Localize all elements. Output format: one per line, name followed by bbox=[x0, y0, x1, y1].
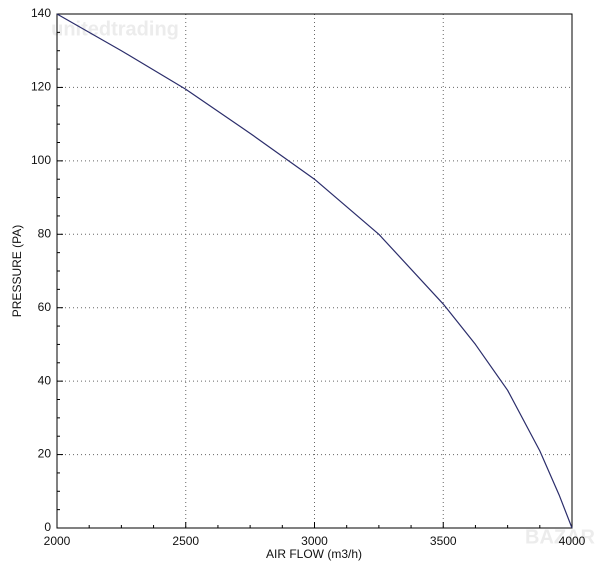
x-axis-label: AIR FLOW (m3/h) bbox=[266, 547, 362, 561]
y-tick-label: 20 bbox=[38, 447, 52, 461]
y-tick-label: 60 bbox=[38, 300, 52, 314]
y-tick-label: 120 bbox=[31, 80, 51, 94]
y-tick-label: 0 bbox=[44, 520, 51, 534]
x-tick-label: 4000 bbox=[559, 534, 586, 548]
watermark: unitedtrading bbox=[51, 18, 179, 40]
plot-frame bbox=[56, 13, 573, 529]
x-tick-label: 2000 bbox=[44, 534, 71, 548]
y-axis-label: PRESSURE (PA) bbox=[10, 225, 24, 317]
x-tick-label: 2500 bbox=[172, 534, 199, 548]
x-tick-label: 3500 bbox=[430, 534, 457, 548]
y-tick-label: 100 bbox=[31, 153, 51, 167]
y-tick-label: 80 bbox=[38, 226, 52, 240]
watermark: BAZAR bbox=[525, 526, 596, 548]
line bbox=[56, 13, 573, 529]
y-tick-label: 40 bbox=[38, 373, 52, 387]
x-tick-label: 3000 bbox=[301, 534, 328, 548]
y-tick-label: 140 bbox=[31, 6, 51, 20]
